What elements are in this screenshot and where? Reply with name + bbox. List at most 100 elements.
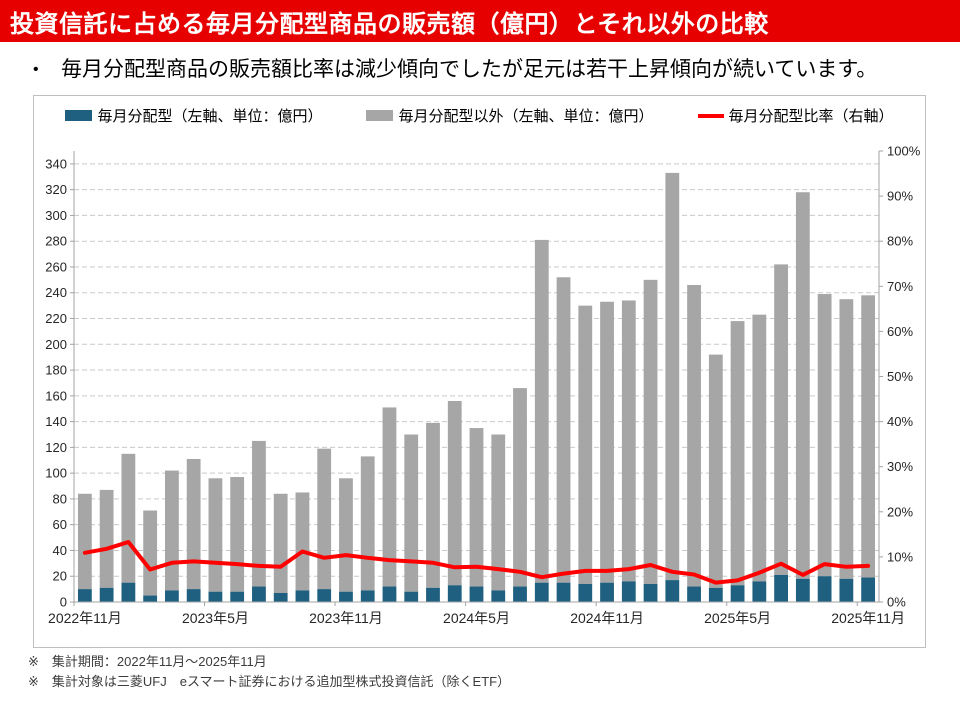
- left-axis-tick-label: 60: [53, 517, 67, 532]
- right-axis-tick-label: 100%: [887, 144, 921, 159]
- bar-monthly: [186, 589, 201, 602]
- left-axis-tick-label: 200: [45, 337, 67, 352]
- left-axis-tick-label: 280: [45, 234, 67, 249]
- right-axis-tick-label: 10%: [887, 549, 913, 564]
- monthly-series-swatch: [65, 110, 93, 121]
- bar-monthly: [621, 581, 636, 602]
- bar-monthly: [339, 591, 353, 602]
- bar-monthly: [382, 586, 397, 602]
- bar-other: [186, 458, 201, 590]
- bar-monthly: [861, 577, 876, 602]
- bar-other: [426, 422, 440, 588]
- bar-other: [534, 239, 549, 583]
- axes: [70, 150, 883, 606]
- bar-other: [208, 478, 223, 592]
- summary-bullet: • 毎月分配型商品の販売額比率は減少傾向でしたが足元は若干上昇傾向が続いています…: [30, 57, 940, 83]
- bar-monthly: [295, 590, 310, 602]
- bar-monthly: [774, 574, 788, 602]
- right-axis-tick-label: 30%: [887, 459, 913, 474]
- right-axis-tick-label: 40%: [887, 414, 913, 429]
- left-axis-tick-label: 0: [60, 595, 67, 610]
- bar-monthly: [77, 589, 92, 602]
- footnote-scope: ※ 集計対象は三菱UFJ eスマート証券における追加型株式投資信託（除くETF）: [28, 674, 511, 689]
- bar-monthly: [600, 582, 614, 602]
- bar-other: [861, 295, 876, 578]
- bar-monthly: [491, 590, 506, 602]
- bar-other: [600, 301, 614, 583]
- right-axis-tick-label: 0%: [887, 595, 906, 610]
- left-axis-tick-label: 220: [45, 311, 67, 326]
- bar-other: [121, 453, 136, 583]
- bar-other: [491, 434, 506, 591]
- left-axis-tick-label: 20: [53, 569, 67, 584]
- chart-legend: 毎月分配型（左軸、単位：億円） 毎月分配型以外（左軸、単位：億円） 毎月分配型比…: [34, 105, 925, 126]
- left-axis-tick-label: 300: [45, 208, 67, 223]
- left-axis-tick-label: 140: [45, 414, 67, 429]
- ratio-line-marker-icon: [697, 113, 724, 118]
- bar-monthly: [230, 591, 245, 602]
- bar-monthly: [534, 582, 549, 602]
- bar-monthly: [208, 591, 223, 602]
- bars: [77, 172, 876, 602]
- left-axis-tick-label: 100: [45, 466, 67, 481]
- axis-labels: 0 20 40 60 80 100 120 140 160 180 200 220 240 260 280 3…: [45, 144, 920, 627]
- bar-monthly: [578, 583, 593, 602]
- bar-other: [252, 440, 266, 587]
- bar-other: [839, 299, 854, 579]
- legend-label-monthly: 毎月分配型（左軸、単位：億円）: [97, 108, 323, 125]
- bar-other: [404, 434, 419, 592]
- bar-monthly: [556, 582, 571, 602]
- legend-item-ratio: 毎月分配型比率（右軸）: [697, 105, 894, 126]
- left-axis-tick-label: 240: [45, 285, 67, 300]
- bar-other: [360, 456, 375, 591]
- bar-monthly: [404, 591, 419, 602]
- bar-other: [513, 388, 527, 587]
- chart-card: 0 20 40 60 80 100 120 140 160 180 200 220 240 260 280 3…: [33, 95, 926, 648]
- bar-other: [447, 400, 462, 586]
- other-series-swatch: [366, 110, 394, 121]
- left-axis-tick-label: 120: [45, 440, 67, 455]
- bar-other: [687, 285, 701, 587]
- summary-text: 毎月分配型商品の販売額比率は減少傾向でしたが足元は若干上昇傾向が続いています。: [61, 58, 878, 81]
- bar-other: [99, 489, 114, 588]
- bar-other: [752, 314, 767, 582]
- bar-monthly: [513, 586, 527, 602]
- right-axis-tick-label: 80%: [887, 234, 913, 249]
- x-axis-tick-label: 2023年5月: [182, 610, 249, 626]
- bar-other: [578, 305, 593, 584]
- bar-monthly: [730, 585, 745, 602]
- bar-other: [77, 493, 92, 590]
- right-axis-tick-label: 50%: [887, 369, 913, 384]
- bar-monthly: [643, 583, 658, 602]
- bar-monthly: [99, 587, 114, 602]
- bar-other: [621, 300, 636, 582]
- page-title: 投資信託に占める毎月分配型商品の販売額（億円）とそれ以外の比較: [10, 10, 769, 38]
- x-axis-tick-label: 2024年11月: [570, 610, 644, 626]
- right-axis-tick-label: 70%: [887, 279, 913, 294]
- ratio-line: [82, 540, 871, 585]
- x-axis-tick-label: 2024年5月: [443, 610, 510, 626]
- bar-other: [469, 428, 484, 587]
- left-axis-tick-label: 160: [45, 388, 67, 403]
- x-axis-tick-label: 2023年11月: [309, 610, 383, 626]
- footnote-period: ※ 集計期間：2022年11月～2025年11月: [28, 654, 267, 669]
- bar-other: [230, 477, 245, 592]
- bar-monthly: [752, 581, 767, 602]
- bar-monthly: [795, 578, 810, 602]
- bar-other: [708, 354, 723, 588]
- right-axis-tick-label: 90%: [887, 189, 913, 204]
- x-axis-tick-label: 2025年11月: [831, 610, 905, 626]
- bar-other: [643, 279, 658, 584]
- bar-other: [165, 470, 179, 591]
- bar-monthly: [252, 586, 266, 602]
- right-axis-tick-label: 60%: [887, 324, 913, 339]
- bar-monthly: [143, 595, 158, 602]
- bar-other: [295, 492, 310, 591]
- bar-monthly: [839, 578, 854, 602]
- bar-other: [382, 407, 397, 587]
- bar-other: [273, 493, 288, 593]
- left-axis-tick-label: 320: [45, 182, 67, 197]
- left-axis-tick-label: 260: [45, 259, 67, 274]
- x-axis-tick-label: 2022年11月: [48, 610, 122, 626]
- bar-monthly: [665, 580, 680, 602]
